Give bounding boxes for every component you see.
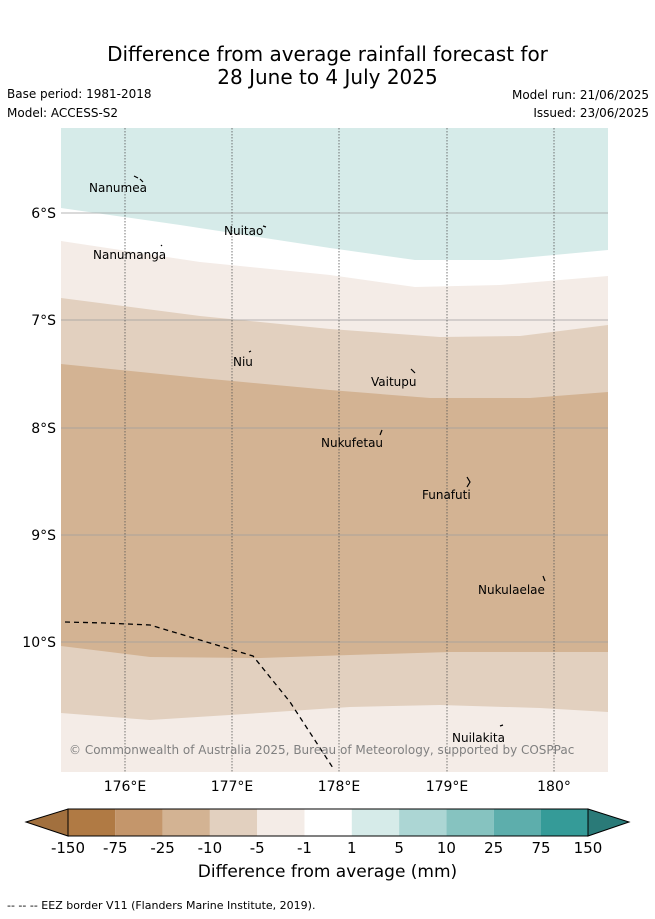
- colorbar-segment: [541, 809, 588, 836]
- colorbar-extend-low: [24, 808, 69, 837]
- island-shape-nuilakita: [499, 724, 504, 727]
- colorbar-extend-high: [587, 808, 631, 837]
- colorbar-tick: 1: [347, 839, 357, 857]
- lat-tick-label: 9°S: [31, 528, 56, 544]
- colorbar-segment: [351, 809, 400, 836]
- colorbar-tick: 25: [484, 839, 503, 857]
- eez-footnote: -- -- -- EEZ border V11 (Flanders Marine…: [7, 899, 316, 912]
- model-run: Model run: 21/06/2025: [511, 88, 649, 102]
- lat-tick-label: 6°S: [31, 206, 56, 222]
- island-label-nanumea: Nanumea: [89, 181, 147, 195]
- colorbar-tick: -5: [250, 839, 265, 857]
- grid-lines: [61, 128, 608, 772]
- lon-tick-label: 176°E: [104, 779, 147, 795]
- lon-tick-label: 180°: [537, 779, 571, 795]
- island-label-vaitupu: Vaitupu: [371, 375, 417, 389]
- lat-tick-label: 7°S: [31, 313, 56, 329]
- island-shape-funafuti: [466, 476, 471, 488]
- band-neg5-to-neg1-south: [61, 705, 608, 772]
- colorbar-tick: -75: [103, 839, 128, 857]
- issued-date: Issued: 23/06/2025: [533, 106, 649, 120]
- colorbar-label: Difference from average (mm): [197, 862, 458, 882]
- colorbar-segment: [399, 809, 447, 836]
- lat-tick-label: 8°S: [31, 421, 56, 437]
- lat-tick-label: 10°S: [22, 635, 56, 651]
- island-label-niu: Niu: [233, 355, 253, 369]
- island-label-nukulaelae: Nukulaelae: [478, 583, 545, 597]
- colorbar-segment: [209, 809, 258, 836]
- colorbar-segment: [68, 809, 116, 836]
- chart-title-line2: 28 June to 4 July 2025: [217, 65, 438, 89]
- lon-tick-label: 177°E: [211, 779, 254, 795]
- colorbar-tick: 10: [437, 839, 456, 857]
- colorbar-tick: -10: [198, 839, 223, 857]
- colorbar-tick: 5: [394, 839, 404, 857]
- island-shapes: [133, 175, 546, 727]
- colorbar-segment: [115, 809, 163, 836]
- eez-border: [64, 621, 334, 769]
- lon-tick-label: 179°E: [426, 779, 469, 795]
- island-shape-nukulaelae: [542, 575, 546, 582]
- island-shape-nuitao: [262, 225, 267, 228]
- island-shape-nanumanga: [160, 244, 163, 247]
- colorbar-tick: -1: [297, 839, 312, 857]
- colorbar-tick: -25: [150, 839, 175, 857]
- colorbar-segment: [162, 809, 210, 836]
- island-label-funafuti: Funafuti: [422, 488, 471, 502]
- colorbar-segment: [446, 809, 494, 836]
- island-label-nukufetau: Nukufetau: [321, 436, 383, 450]
- island-label-nuilakita: Nuilakita: [452, 731, 505, 745]
- forecast-bands: [61, 128, 608, 772]
- colorbar: [24, 808, 631, 837]
- colorbar-tick: -150: [51, 839, 85, 857]
- colorbar-segment: [304, 809, 352, 836]
- colorbar-tick: 150: [574, 839, 603, 857]
- lon-tick-label: 178°E: [318, 779, 361, 795]
- colorbar-segment: [493, 809, 541, 836]
- island-shape-vaitupu: [410, 368, 416, 374]
- chart-title-line1: Difference from average rainfall forecas…: [107, 42, 548, 66]
- copyright-notice: © Commonwealth of Australia 2025, Bureau…: [69, 743, 574, 757]
- island-label-nuitao: Nuitao: [224, 224, 263, 238]
- colorbar-segment: [257, 809, 305, 836]
- island-shape-nukufetau: [379, 429, 383, 436]
- island-label-nanumanga: Nanumanga: [93, 248, 166, 262]
- model-name: Model: ACCESS-S2: [7, 106, 119, 120]
- island-shape-niu: [248, 350, 252, 353]
- colorbar-tick: 75: [531, 839, 550, 857]
- base-period: Base period: 1981-2018: [7, 87, 152, 101]
- island-shape-nanumea: [133, 175, 144, 183]
